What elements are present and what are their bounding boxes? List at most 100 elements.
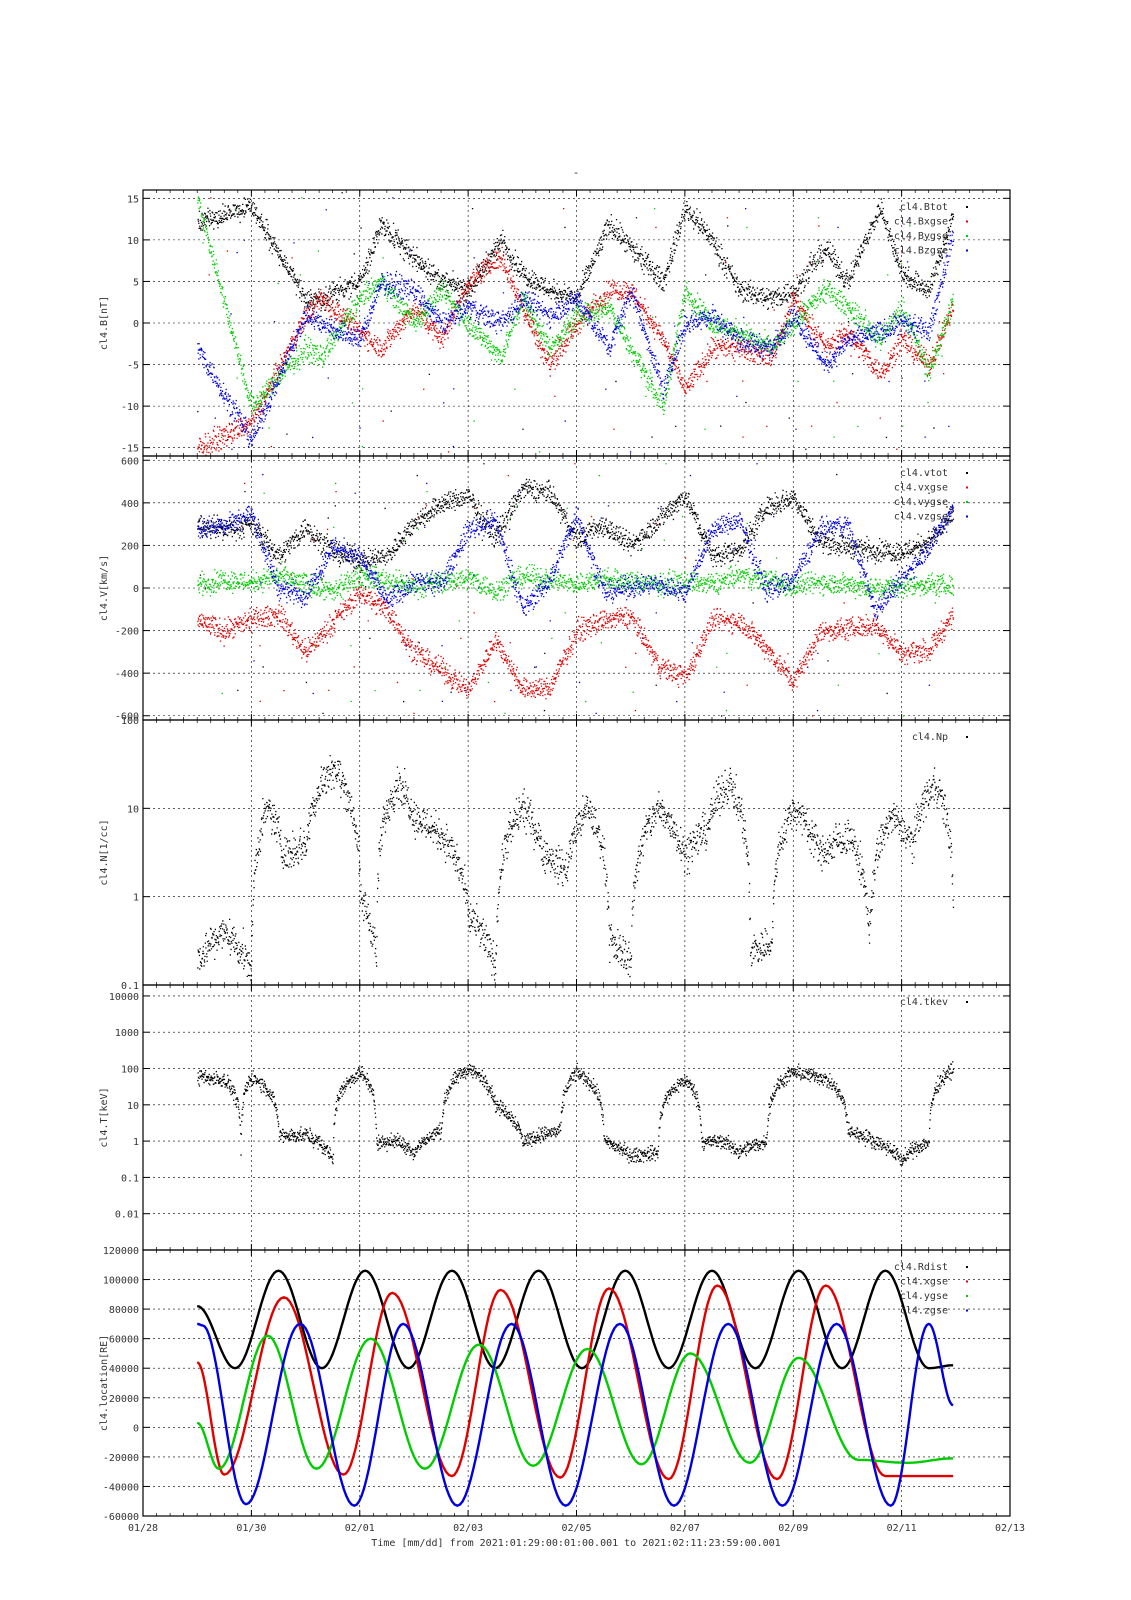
y-tick-label: 1000 xyxy=(115,1028,139,1039)
legend-label: cl4.Rdist xyxy=(894,1262,948,1273)
x-tick-label: 02/11 xyxy=(887,1523,917,1534)
y-tick-label: -5 xyxy=(127,361,139,372)
y-tick-label: 0 xyxy=(133,1423,139,1434)
y-tick-label: 100000 xyxy=(103,1276,139,1287)
series-points-cl4-Np xyxy=(197,755,955,981)
x-tick-labels: 01/28 01/30 02/01 02/03 02/05 02/07 02/09 02/11… xyxy=(128,1523,1025,1534)
y-tick-label: 400 xyxy=(121,499,139,510)
x-axis-label: Time [mm/dd] from 2021:01:29:00:01:00.00… xyxy=(371,1538,780,1549)
y-tick-label: 600 xyxy=(121,456,139,467)
legend-label: cl4.vzgse xyxy=(894,512,948,523)
y-tick-label: 200 xyxy=(121,541,139,552)
legend-marker xyxy=(966,501,968,503)
series-line-cl4-ygse xyxy=(196,1334,954,1470)
y-tick-label: 120000 xyxy=(103,1246,139,1257)
y-tick-label: 10000 xyxy=(109,992,139,1003)
y-tick-label: 0.01 xyxy=(115,1210,139,1221)
y-tick-label: -40000 xyxy=(103,1482,139,1493)
panel-4: 0.01 0.1 1 10 100 1000 10000 cl4.T[keV] cl4.tkev xyxy=(99,984,1011,1251)
y-axis-label: cl4.T[keV] xyxy=(99,1087,110,1147)
series-points-cl4-Bygse xyxy=(197,196,955,453)
y-tick-label: 1 xyxy=(133,893,139,904)
y-tick-label: 10 xyxy=(127,236,139,247)
legend-marker xyxy=(966,249,968,252)
x-tick-label: 02/01 xyxy=(345,1523,375,1534)
y-tick-label: 0 xyxy=(133,319,139,330)
legend-marker xyxy=(966,235,968,237)
x-tick-label: 02/05 xyxy=(561,1523,591,1534)
legend-marker xyxy=(966,486,968,489)
data-layer xyxy=(197,755,955,981)
panel-1: -15 -10 -5 0 5 10 15 cl4.B[nT] cl4.Btot cl4.Bxgse… xyxy=(99,189,1011,457)
y-tick-label: 100 xyxy=(121,1065,139,1076)
scatter-points xyxy=(197,755,955,981)
legend-label: cl4.Btot xyxy=(900,202,948,213)
legend-marker xyxy=(966,472,968,474)
series-line-cl4-xgse xyxy=(196,1284,954,1481)
legend-label: cl4.vtot xyxy=(900,468,948,479)
y-tick-label: 80000 xyxy=(109,1305,139,1316)
y-tick-label: 10 xyxy=(127,804,139,815)
scatter-points xyxy=(197,197,955,456)
series-line-cl4-Rdist xyxy=(197,1269,954,1370)
legend-marker xyxy=(966,1001,968,1003)
y-tick-label: -20000 xyxy=(103,1453,139,1464)
legend-label: cl4.ygse xyxy=(900,1291,948,1302)
y-tick-label: 40000 xyxy=(109,1364,139,1375)
legend-label: cl4.xgse xyxy=(900,1277,948,1288)
panel-3: 0.1 1 10 100 cl4.N[1/cc] cl4.Np xyxy=(99,716,1011,992)
y-tick-label: 1 xyxy=(133,1137,139,1148)
legend-label: cl4.Bygse xyxy=(894,231,948,242)
legend-label: cl4.tkev xyxy=(900,997,948,1008)
y-tick-label: -15 xyxy=(121,444,139,455)
figure-title: - xyxy=(573,166,580,179)
data-layer xyxy=(196,1269,954,1508)
legend-label: cl4.zgse xyxy=(900,1306,948,1317)
panels: -15-10-5051015cl4.B[nT]cl4.Btotcl4.Bxgse… xyxy=(99,189,1011,1523)
series-points-cl4-tkev xyxy=(197,1061,955,1166)
legend-marker xyxy=(966,736,968,738)
y-tick-label: 5 xyxy=(133,277,139,288)
y-tick-label: 100 xyxy=(121,716,139,727)
legend-label: cl4.Bzgse xyxy=(894,246,948,257)
legend-label: cl4.vygse xyxy=(894,497,948,508)
y-tick-label: 10 xyxy=(127,1101,139,1112)
scatter-points xyxy=(197,1061,955,1166)
x-tick-label: 02/09 xyxy=(778,1523,808,1534)
y-tick-label: 60000 xyxy=(109,1335,139,1346)
x-tick-label: 01/28 xyxy=(128,1523,158,1534)
x-tick-label: 01/30 xyxy=(236,1523,266,1534)
y-tick-label: -200 xyxy=(115,627,139,638)
panel-5: -60000 -40000 -20000 0 20000 40000 60000 80000 1… xyxy=(99,1246,1011,1523)
legend-label: cl4.vxgse xyxy=(894,483,948,494)
legend-marker xyxy=(966,1309,968,1312)
legend-marker xyxy=(966,1280,968,1283)
legend-marker xyxy=(966,1266,968,1268)
x-tick-label: 02/13 xyxy=(995,1523,1025,1534)
legend-marker xyxy=(966,1295,968,1297)
y-tick-label: 15 xyxy=(127,194,139,205)
legend-label: cl4.Bxgse xyxy=(894,217,948,228)
y-axis-label: cl4.N[1/cc] xyxy=(99,819,110,885)
y-axis-label: cl4.location[RE] xyxy=(99,1335,110,1431)
y-tick-label: 0.1 xyxy=(121,1173,139,1184)
legend-label: cl4.Np xyxy=(912,732,948,743)
scatter-points xyxy=(197,196,955,453)
y-tick-label: -600 xyxy=(115,712,139,723)
data-layer xyxy=(197,1061,955,1166)
x-tick-label: 02/03 xyxy=(453,1523,483,1534)
series-line-cl4-zgse xyxy=(197,1322,954,1508)
legend-marker xyxy=(966,220,968,223)
y-tick-label: 0 xyxy=(133,584,139,595)
y-axis-label: cl4.B[nT] xyxy=(99,296,110,350)
y-axis-label: cl4.V[km/s] xyxy=(99,555,110,621)
y-tick-label: 20000 xyxy=(109,1394,139,1405)
y-tick-label: 0.1 xyxy=(121,981,139,992)
y-tick-label: -400 xyxy=(115,669,139,680)
data-layer xyxy=(197,463,955,717)
y-tick-label: -60000 xyxy=(103,1512,139,1523)
series-points-cl4-Bxgse xyxy=(197,197,955,456)
y-tick-label: -10 xyxy=(121,402,139,413)
data-layer xyxy=(197,192,955,456)
